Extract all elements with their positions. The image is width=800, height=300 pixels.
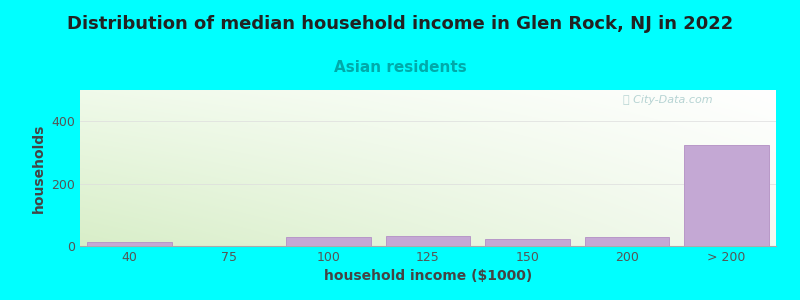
X-axis label: household income ($1000): household income ($1000) (324, 269, 532, 284)
Bar (485, 239, 570, 246)
Text: ⓘ City-Data.com: ⓘ City-Data.com (623, 95, 713, 105)
Bar (386, 236, 470, 246)
Bar (684, 145, 769, 246)
Text: Distribution of median household income in Glen Rock, NJ in 2022: Distribution of median household income … (67, 15, 733, 33)
Bar (286, 237, 371, 246)
Bar (585, 237, 669, 246)
Bar (87, 242, 172, 246)
Y-axis label: households: households (32, 123, 46, 213)
Text: Asian residents: Asian residents (334, 60, 466, 75)
